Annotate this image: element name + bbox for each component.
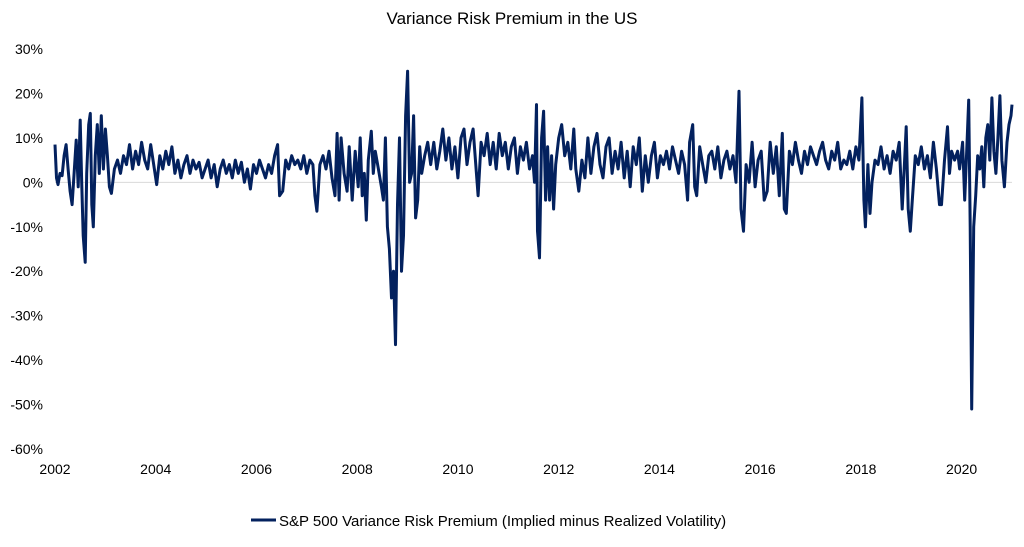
x-tick-label: 2020: [946, 461, 977, 477]
legend-label: S&P 500 Variance Risk Premium (Implied m…: [279, 513, 726, 530]
y-tick-label: -50%: [10, 397, 43, 413]
y-tick-label: -10%: [10, 219, 43, 235]
y-tick-label: 10%: [15, 130, 43, 146]
y-tick-label: -40%: [10, 352, 43, 368]
x-tick-label: 2002: [39, 461, 70, 477]
y-tick-label: 0%: [23, 174, 43, 190]
y-tick-label: 20%: [15, 85, 43, 101]
x-tick-label: 2012: [543, 461, 574, 477]
series-line: [53, 69, 1014, 411]
x-tick-label: 2010: [442, 461, 473, 477]
y-tick-label: -30%: [10, 308, 43, 324]
chart-title: Variance Risk Premium in the US: [387, 9, 638, 28]
legend: S&P 500 Variance Risk Premium (Implied m…: [251, 513, 726, 530]
x-tick-label: 2008: [342, 461, 373, 477]
y-tick-label: -60%: [10, 441, 43, 457]
x-tick-label: 2006: [241, 461, 272, 477]
x-tick-label: 2014: [644, 461, 675, 477]
x-axis: 2002 2004 2006 2008 2010 2012 2014 2016 2018 2020: [39, 461, 977, 477]
x-tick-label: 2018: [845, 461, 876, 477]
x-tick-label: 2004: [140, 461, 171, 477]
y-tick-label: 30%: [15, 41, 43, 57]
y-axis: 30% 20% 10% 0% -10% -20% -30% -40% -50% -60%: [10, 41, 43, 457]
x-tick-label: 2016: [745, 461, 776, 477]
y-tick-label: -20%: [10, 263, 43, 279]
